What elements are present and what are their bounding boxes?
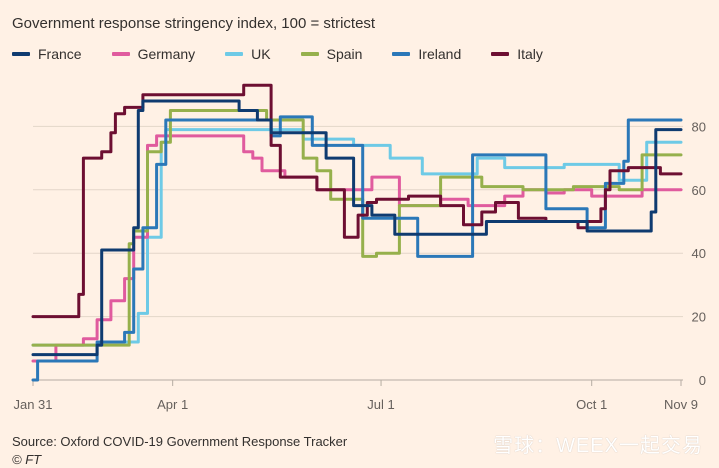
legend: France Germany UK Spain Ireland Italy — [12, 46, 573, 62]
legend-label: Ireland — [418, 46, 462, 62]
legend-item-germany: Germany — [111, 46, 196, 62]
legend-label: UK — [251, 46, 271, 62]
credit-note: © FT — [12, 452, 42, 467]
legend-item-france: France — [12, 46, 82, 62]
y-tick-label: 0 — [699, 373, 706, 388]
chart-subtitle: Government response stringency index, 10… — [12, 15, 376, 32]
x-tick-label: Apr 1 — [157, 397, 188, 412]
legend-item-spain: Spain — [300, 46, 363, 62]
legend-label: Spain — [326, 46, 363, 62]
x-tick-label: Oct 1 — [576, 397, 607, 412]
legend-label: Italy — [517, 46, 543, 62]
legend-swatch — [111, 52, 130, 56]
source-note: Source: Oxford COVID-19 Government Respo… — [12, 434, 348, 449]
series-line-ireland — [31, 115, 683, 382]
series-line-italy — [31, 83, 683, 319]
legend-item-italy: Italy — [491, 46, 543, 62]
legend-swatch — [300, 52, 319, 56]
series-line-spain — [31, 109, 683, 347]
legend-item-uk: UK — [225, 46, 271, 62]
watermark-text: 雪球：WEEX一起交易 — [493, 435, 703, 457]
legend-label: France — [38, 46, 82, 62]
legend-swatch — [12, 52, 30, 56]
legend-item-ireland: Ireland — [392, 46, 461, 62]
x-tick-label: Jan 31 — [13, 397, 52, 412]
y-tick-label: 40 — [692, 246, 706, 261]
legend-label: Germany — [137, 46, 196, 62]
x-tick-label: Nov 9 — [664, 397, 698, 412]
x-tick-label: Jul 1 — [367, 397, 394, 412]
legend-swatch — [225, 52, 244, 56]
series-line-france — [31, 99, 683, 357]
y-tick-label: 20 — [692, 310, 706, 325]
legend-swatch — [392, 52, 411, 56]
legend-swatch — [491, 52, 510, 56]
y-tick-label: 80 — [692, 119, 706, 134]
series-line-uk — [31, 128, 683, 347]
y-tick-label: 60 — [692, 183, 706, 198]
